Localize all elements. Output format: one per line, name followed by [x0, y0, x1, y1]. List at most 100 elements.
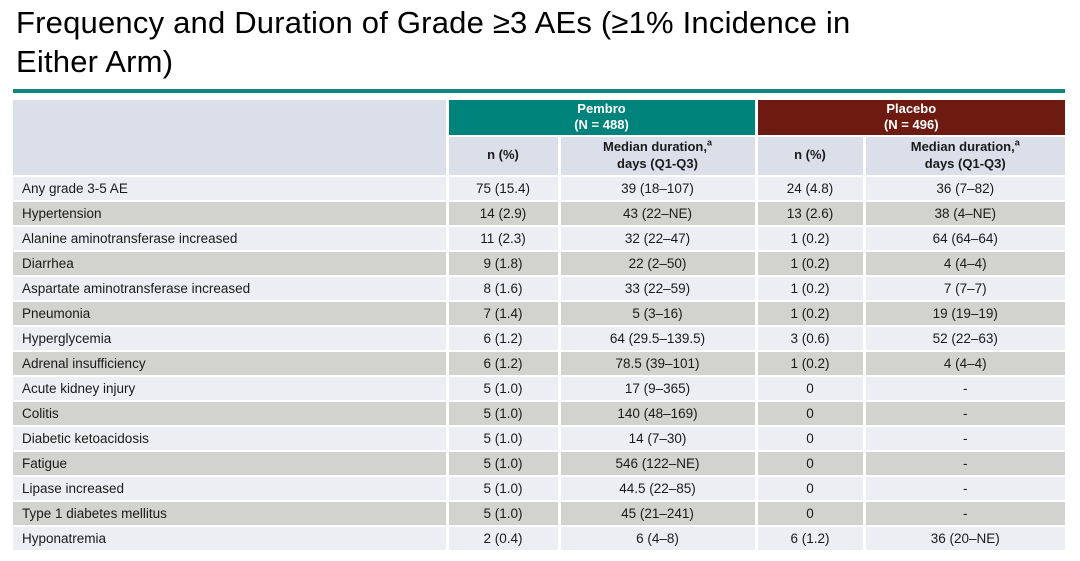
- placebo-arm-header: Placebo (N = 496): [756, 100, 1065, 137]
- ae-table-body: Any grade 3-5 AE 75 (15.4) 39 (18–107) 2…: [13, 175, 1065, 552]
- table-row: Diabetic ketoacidosis 5 (1.0) 14 (7–30) …: [13, 425, 1065, 452]
- placebo-n-pct-cell: 0: [756, 400, 866, 427]
- pembro-median-duration-cell: 39 (18–107): [559, 175, 758, 202]
- pembro-median-duration-text: Median duration,: [602, 138, 707, 154]
- pembro-n-pct-cell: 6 (1.2): [447, 350, 561, 377]
- ae-term-label: Diarrhea: [13, 250, 449, 277]
- placebo-n-pct-header: n (%): [756, 135, 866, 177]
- placebo-median-duration-cell: -: [864, 500, 1065, 527]
- table-row: Aspartate aminotransferase increased 8 (…: [13, 275, 1065, 302]
- pembro-n-pct-cell: 9 (1.8): [447, 250, 561, 277]
- placebo-n-pct-cell: 1 (0.2): [756, 300, 866, 327]
- pembro-median-duration-units: days (Q1-Q3): [617, 155, 698, 171]
- pembro-median-duration-cell: 140 (48–169): [559, 400, 758, 427]
- placebo-n-pct-cell: 1 (0.2): [756, 350, 866, 377]
- pembro-median-duration-cell: 6 (4–8): [559, 525, 758, 552]
- pembro-n-pct-header: n (%): [447, 135, 561, 177]
- placebo-n-pct-cell: 0: [756, 375, 866, 402]
- ae-term-label: Pneumonia: [13, 300, 449, 327]
- page-title: Frequency and Duration of Grade ≥3 AEs (…: [16, 4, 1068, 82]
- ae-term-label: Any grade 3-5 AE: [13, 175, 449, 202]
- pembro-n-pct-cell: 5 (1.0): [447, 400, 561, 427]
- placebo-median-duration-cell: -: [864, 475, 1065, 502]
- placebo-median-duration-header: Median duration,a days (Q1-Q3): [864, 135, 1065, 177]
- ae-term-label: Type 1 diabetes mellitus: [13, 500, 449, 527]
- placebo-median-duration-cell: 19 (19–19): [864, 300, 1065, 327]
- placebo-n-pct-cell: 0: [756, 500, 866, 527]
- table-row: Hyperglycemia 6 (1.2) 64 (29.5–139.5) 3 …: [13, 325, 1065, 352]
- placebo-arm-name: Placebo: [886, 101, 937, 116]
- placebo-median-duration-cell: 64 (64–64): [864, 225, 1065, 252]
- ae-term-label: Acute kidney injury: [13, 375, 449, 402]
- pembro-median-duration-cell: 78.5 (39–101): [559, 350, 758, 377]
- placebo-median-duration-cell: -: [864, 450, 1065, 477]
- table-row: Colitis 5 (1.0) 140 (48–169) 0 -: [13, 400, 1065, 427]
- placebo-median-duration-units: days (Q1-Q3): [924, 155, 1006, 171]
- placebo-median-duration-cell: 36 (7–82): [864, 175, 1065, 202]
- pembro-n-pct-cell: 5 (1.0): [447, 475, 561, 502]
- pembro-n-pct-cell: 11 (2.3): [447, 225, 561, 252]
- footnote-a-marker: a: [706, 137, 712, 148]
- pembro-n-pct-cell: 5 (1.0): [447, 375, 561, 402]
- placebo-n-pct-cell: 1 (0.2): [756, 275, 866, 302]
- sub-header-row: n (%) Median duration,a days (Q1-Q3) n (%…: [13, 135, 1065, 177]
- placebo-n-pct-cell: 1 (0.2): [756, 250, 866, 277]
- pembro-n-pct-cell: 5 (1.0): [447, 425, 561, 452]
- page-title-line1: Frequency and Duration of Grade ≥3 AEs (…: [16, 5, 851, 40]
- pembro-arm-n: (N = 488): [574, 117, 629, 133]
- ae-term-label: Adrenal insufficiency: [13, 350, 449, 377]
- arm-header-row: Pembro (N = 488) Placebo (N = 496): [13, 100, 1065, 177]
- placebo-n-pct-cell: 0: [756, 475, 866, 502]
- pembro-median-duration-cell: 33 (22–59): [559, 275, 758, 302]
- ae-term-label: Hypertension: [13, 200, 449, 227]
- pembro-median-duration-cell: 14 (7–30): [559, 425, 758, 452]
- placebo-n-pct-cell: 24 (4.8): [756, 175, 866, 202]
- pembro-median-duration-cell: 64 (29.5–139.5): [559, 325, 758, 352]
- pembro-arm-name: Pembro: [577, 101, 626, 116]
- pembro-median-duration-cell: 546 (122–NE): [559, 450, 758, 477]
- pembro-n-pct-cell: 6 (1.2): [447, 325, 561, 352]
- pembro-n-pct-cell: 5 (1.0): [447, 500, 561, 527]
- pembro-n-pct-cell: 14 (2.9): [447, 200, 561, 227]
- pembro-arm-header: Pembro (N = 488): [447, 100, 758, 137]
- placebo-median-duration-cell: 4 (4–4): [864, 250, 1065, 277]
- pembro-median-duration-cell: 43 (22–NE): [559, 200, 758, 227]
- footnote-a-marker: a: [1014, 137, 1020, 148]
- pembro-n-pct-cell: 5 (1.0): [447, 450, 561, 477]
- placebo-n-pct-cell: 6 (1.2): [756, 525, 866, 552]
- pembro-median-duration-cell: 44.5 (22–85): [559, 475, 758, 502]
- ae-term-label: Aspartate aminotransferase increased: [13, 275, 449, 302]
- ae-term-label: Alanine aminotransferase increased: [13, 225, 449, 252]
- pembro-median-duration-cell: 45 (21–241): [559, 500, 758, 527]
- ae-term-label: Lipase increased: [13, 475, 449, 502]
- table-row: Acute kidney injury 5 (1.0) 17 (9–365) 0…: [13, 375, 1065, 402]
- table-row: Type 1 diabetes mellitus 5 (1.0) 45 (21–…: [13, 500, 1065, 527]
- ae-term-label: Colitis: [13, 400, 449, 427]
- title-divider-rule: [13, 89, 1065, 93]
- pembro-median-duration-cell: 32 (22–47): [559, 225, 758, 252]
- table-row: Hypertension 14 (2.9) 43 (22–NE) 13 (2.6…: [13, 200, 1065, 227]
- pembro-n-pct-cell: 8 (1.6): [447, 275, 561, 302]
- pembro-n-pct-cell: 2 (0.4): [447, 525, 561, 552]
- table-row: Fatigue 5 (1.0) 546 (122–NE) 0 -: [13, 450, 1065, 477]
- pembro-median-duration-header: Median duration,a days (Q1-Q3): [559, 135, 758, 177]
- placebo-median-duration-cell: 4 (4–4): [864, 350, 1065, 377]
- table-row: Adrenal insufficiency 6 (1.2) 78.5 (39–1…: [13, 350, 1065, 377]
- table-row: Pneumonia 7 (1.4) 5 (3–16) 1 (0.2) 19 (1…: [13, 300, 1065, 327]
- placebo-arm-n: (N = 496): [883, 117, 939, 133]
- placebo-n-pct-cell: 3 (0.6): [756, 325, 866, 352]
- placebo-n-pct-cell: 13 (2.6): [756, 200, 866, 227]
- placebo-n-pct-cell: 0: [756, 425, 866, 452]
- pembro-median-duration-cell: 22 (2–50): [559, 250, 758, 277]
- placebo-median-duration-text: Median duration,: [910, 138, 1015, 154]
- table-row: Hyponatremia 2 (0.4) 6 (4–8) 6 (1.2) 36 …: [13, 525, 1065, 552]
- pembro-median-duration-cell: 17 (9–365): [559, 375, 758, 402]
- table-row: Any grade 3-5 AE 75 (15.4) 39 (18–107) 2…: [13, 175, 1065, 202]
- placebo-median-duration-cell: 7 (7–7): [864, 275, 1065, 302]
- ae-frequency-duration-table: Pembro (N = 488) Placebo (N = 496) n (%)…: [13, 100, 1065, 552]
- placebo-median-duration-cell: -: [864, 375, 1065, 402]
- ae-term-label: Hyponatremia: [13, 525, 449, 552]
- corner-cell: [13, 100, 449, 177]
- ae-term-label: Diabetic ketoacidosis: [13, 425, 449, 452]
